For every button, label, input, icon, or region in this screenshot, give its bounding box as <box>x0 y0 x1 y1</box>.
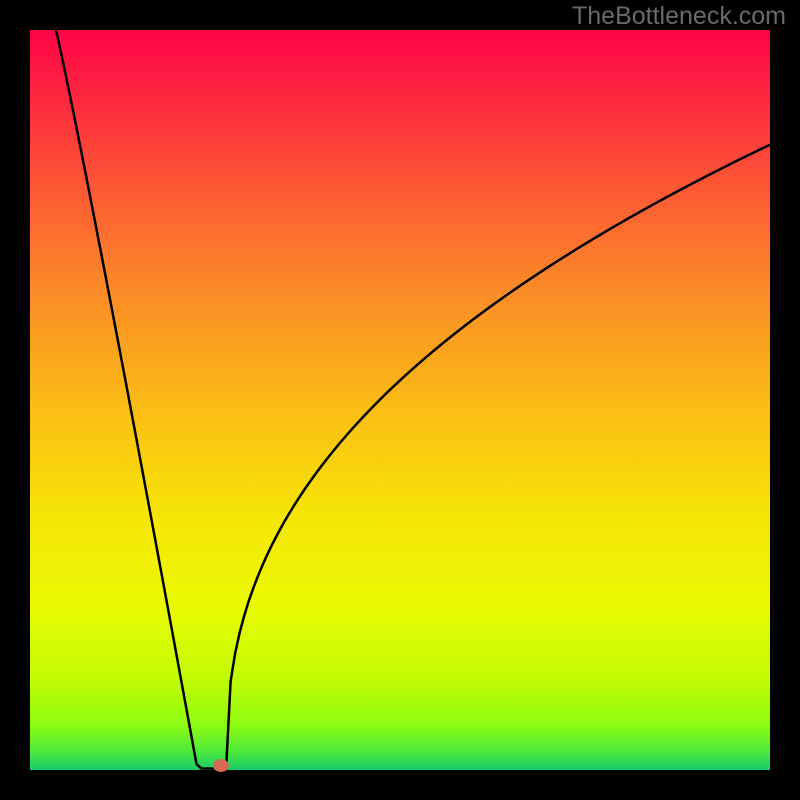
plot-background <box>30 30 770 770</box>
watermark-text: TheBottleneck.com <box>572 2 786 31</box>
chart-container: TheBottleneck.com <box>0 0 800 800</box>
bottleneck-chart <box>0 0 800 800</box>
optimum-marker <box>213 759 229 772</box>
